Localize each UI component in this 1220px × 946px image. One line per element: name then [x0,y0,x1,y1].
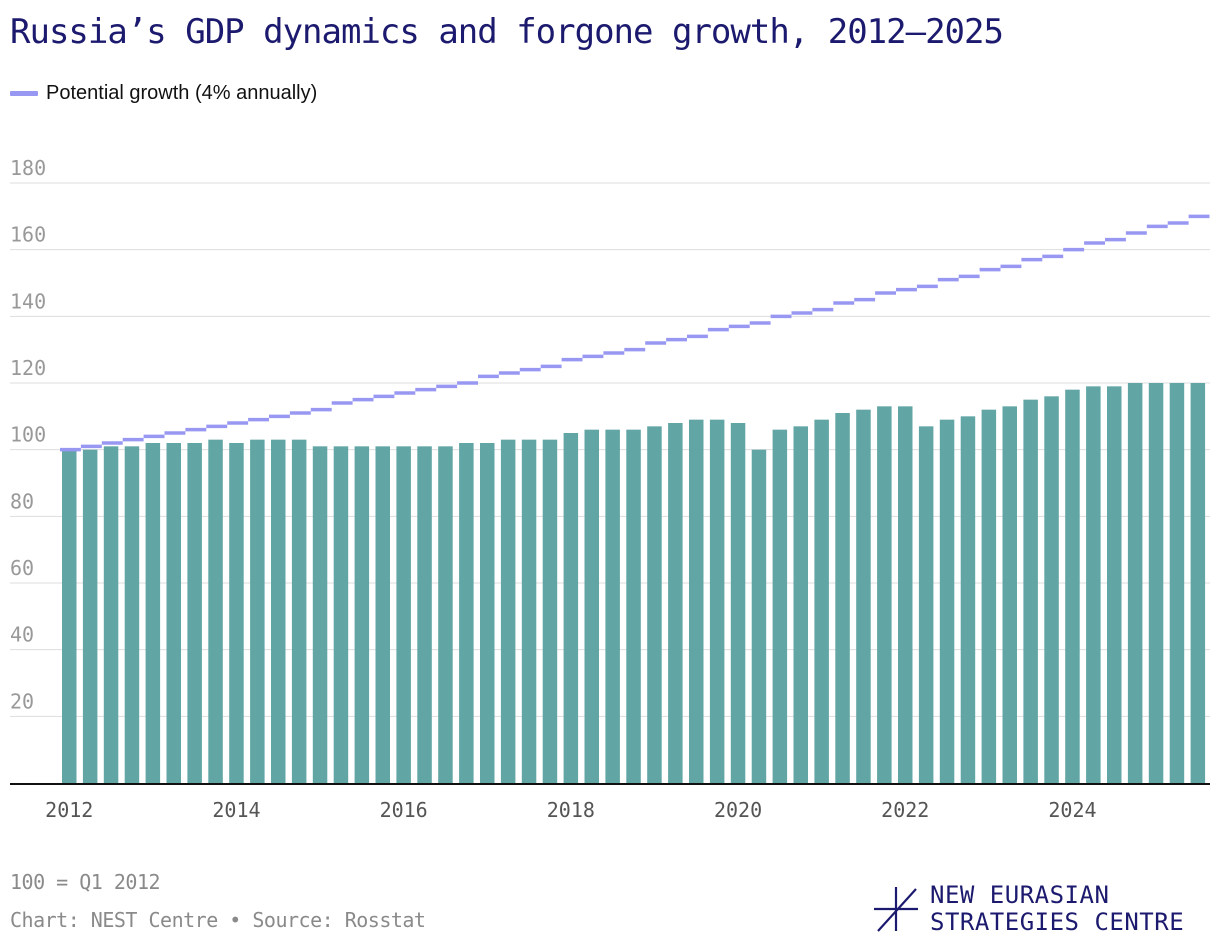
nest-logo-mark-icon [874,887,918,932]
x-tick-label-2012: 2012 [45,798,93,822]
y-tick-label-140: 140 [10,289,46,313]
legend-label-potential: Potential growth (4% annually) [46,82,318,104]
gdp-bar-12 [291,439,307,783]
gdp-bar-42 [918,426,934,783]
x-tick-label-2022: 2022 [881,798,929,822]
gdp-bar-7 [187,443,202,783]
logo-wordmark: NEW EURASIAN STRATEGIES CENTRE [930,882,1184,936]
logo-line-2: STRATEGIES CENTRE [930,908,1185,936]
gdp-bar-36 [793,426,808,783]
gdp-bar-43 [939,419,955,783]
gdp-bar-1 [62,449,77,783]
gdp-bar-6 [166,443,181,783]
legend-swatch-potential [10,91,38,96]
gdp-bar-48 [1044,396,1059,783]
gdp-bar-8 [208,439,223,783]
x-tick-label-2014: 2014 [212,798,260,822]
gdp-bar-4 [124,446,140,783]
gdp-bar-39 [856,409,871,783]
gdp-bar-20 [459,443,474,783]
gdp-bar-19 [438,446,453,783]
gdp-bar-13 [312,446,328,783]
gdp-bar-49 [1065,389,1080,783]
gdp-bar-29 [647,426,662,783]
gdp-bar-3 [103,446,119,783]
gdp-chart: 20 40 60 80 100 120 140 160 180 2012 2014 2016 2018… [10,156,1210,822]
y-tick-label-20: 20 [10,689,34,713]
gdp-bar-54 [1169,383,1185,783]
base-note: 100 = Q1 2012 [10,870,161,894]
y-tick-label-80: 80 [10,489,34,513]
gdp-bar-24 [542,439,558,783]
gdp-bar-9 [229,443,244,783]
x-tick-label-2018: 2018 [547,798,595,822]
gdp-bars [62,383,1206,783]
gdp-bar-34 [751,449,767,783]
y-tick-label-180: 180 [10,156,46,180]
gdp-bar-11 [271,439,286,783]
gdp-bar-2 [82,449,98,783]
gdp-bar-25 [563,433,579,783]
chart-title: Russia’s GDP dynamics and forgone growth… [10,12,1004,52]
gdp-bar-47 [1023,399,1038,783]
gdp-bar-21 [480,443,495,783]
gdp-bar-17 [396,446,411,783]
gdp-bar-18 [417,446,432,783]
logo-line-1: NEW EURASIAN [930,881,1110,909]
gdp-bar-5 [145,443,161,783]
gdp-bar-38 [835,413,850,783]
gdp-bar-46 [1002,406,1017,783]
gdp-bar-33 [730,423,746,783]
x-tick-label-2020: 2020 [714,798,762,822]
gdp-bar-14 [333,446,349,783]
y-tick-label-100: 100 [10,423,46,447]
gdp-bar-50 [1086,386,1101,783]
x-tick-label-2024: 2024 [1048,798,1096,822]
y-tick-label-160: 160 [10,223,46,247]
gdp-bar-41 [898,406,913,783]
legend: Potential growth (4% annually) [10,82,317,105]
y-tick-label-120: 120 [10,356,46,380]
gdp-bar-45 [981,409,997,783]
gdp-bar-35 [772,429,788,783]
gdp-bar-51 [1107,386,1122,783]
y-tick-label-40: 40 [10,623,34,647]
gdp-bar-26 [584,429,599,783]
gdp-bar-22 [500,439,516,783]
gdp-bar-15 [354,446,370,783]
gdp-bar-53 [1148,383,1164,783]
y-tick-labels: 20 40 60 80 100 120 140 160 180 [10,156,46,713]
gdp-bar-27 [605,429,620,783]
x-tick-label-2016: 2016 [380,798,428,822]
gdp-bar-32 [709,419,725,783]
gdp-bar-28 [626,429,641,783]
potential-growth-steps [60,214,1210,452]
gdp-bar-40 [877,406,892,783]
y-tick-label-60: 60 [10,556,34,580]
source-note: Chart: NEST Centre • Source: Rosstat [10,908,426,932]
gdp-bar-52 [1127,383,1143,783]
gdp-bar-30 [668,423,683,783]
gdp-bar-44 [960,416,976,783]
gdp-bar-16 [375,446,390,783]
x-tick-labels: 2012 2014 2016 2018 2020 2022 2024 [45,798,1096,822]
nest-logo: NEW EURASIAN STRATEGIES CENTRE [872,882,1184,936]
gdp-bar-55 [1190,383,1206,783]
gdp-bar-10 [250,439,265,783]
gdp-bar-23 [521,439,537,783]
gdp-bar-37 [814,419,829,783]
gdp-bar-31 [689,419,704,783]
